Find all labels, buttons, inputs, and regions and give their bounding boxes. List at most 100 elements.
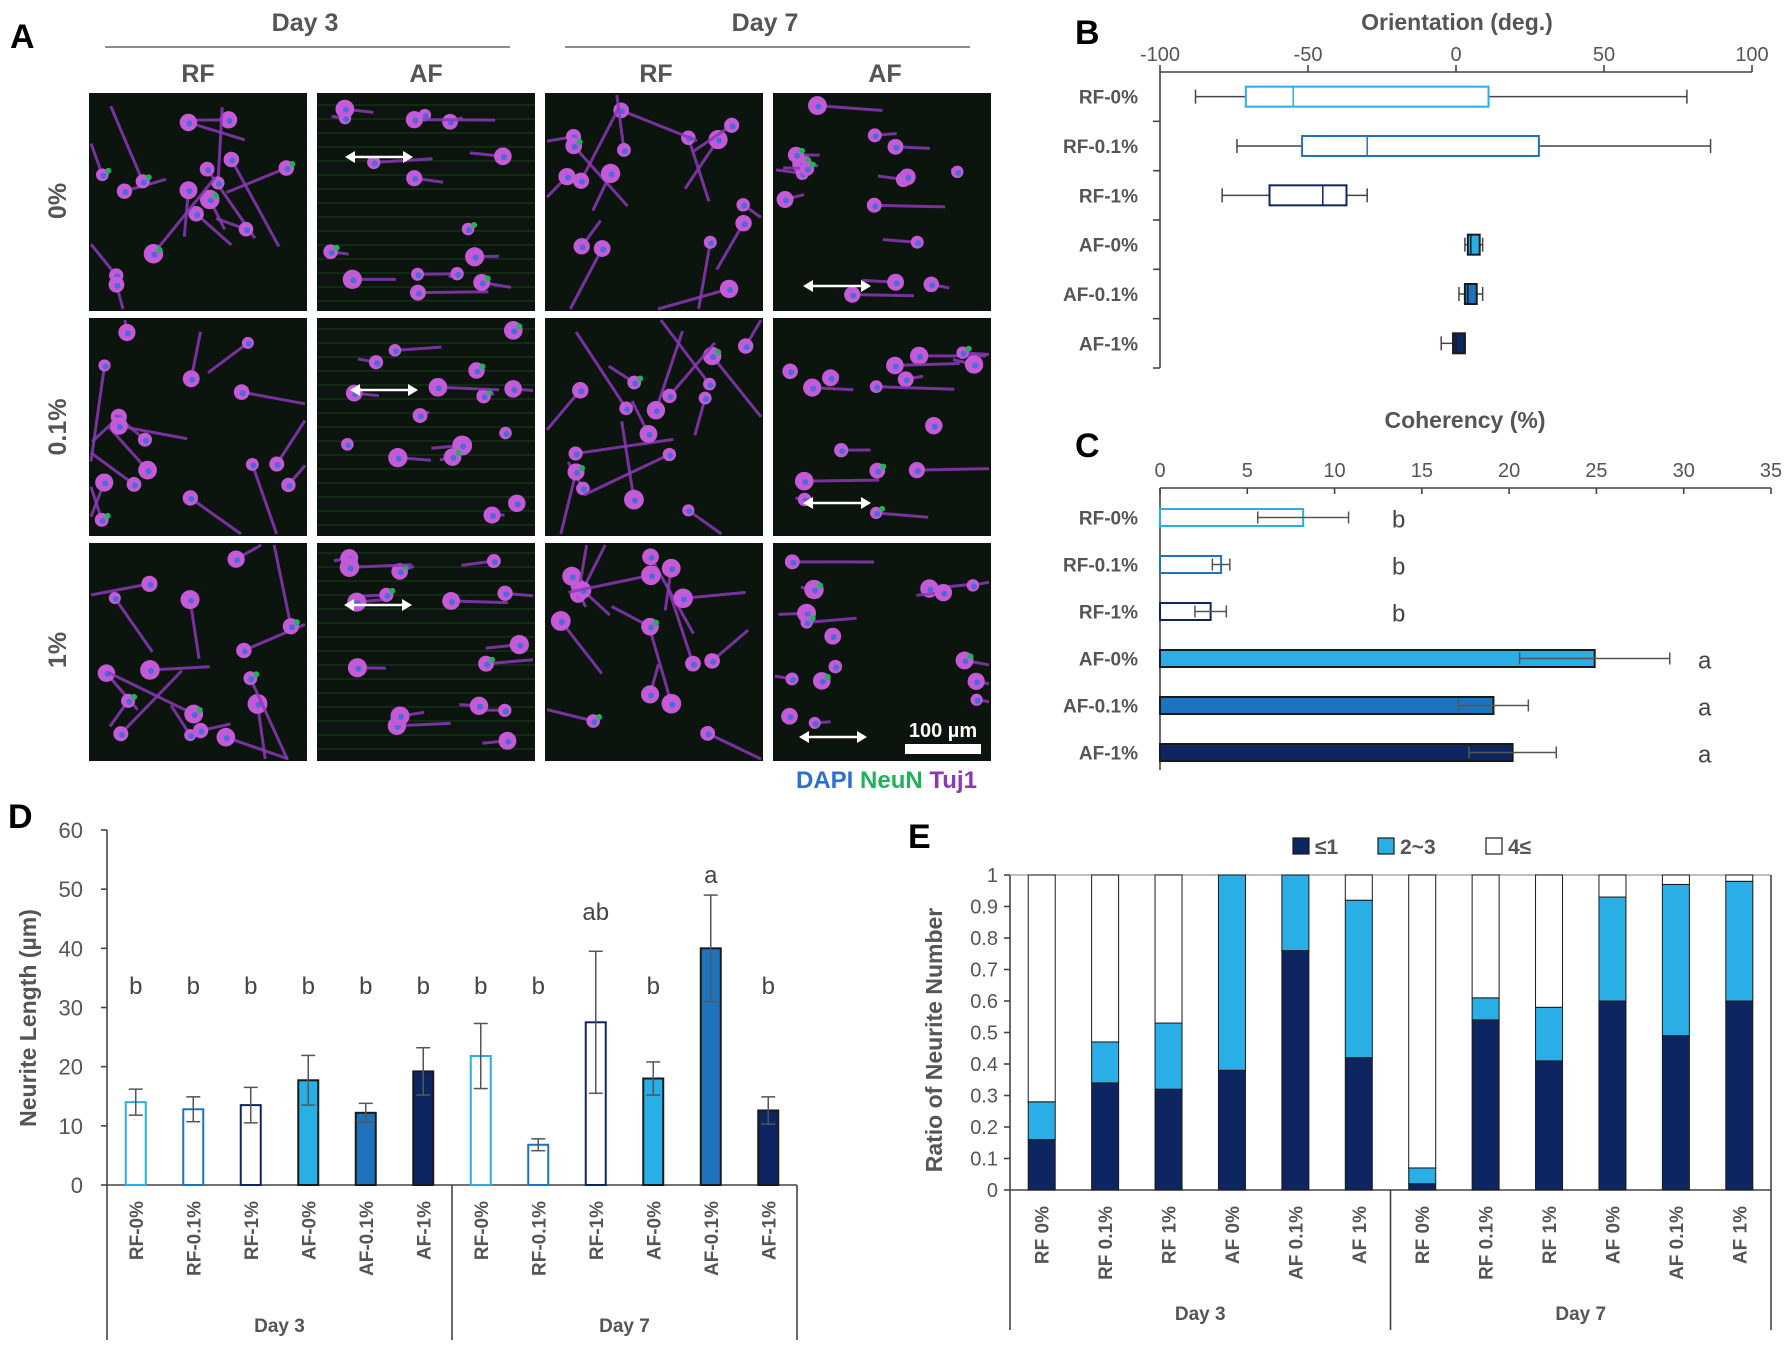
nucleus — [215, 180, 222, 187]
nucleus — [147, 581, 154, 588]
neurite-number-category-label: AF 0% — [1223, 1206, 1244, 1264]
nucleus — [188, 495, 195, 502]
nucleus — [974, 679, 981, 686]
neun-signal — [809, 161, 816, 168]
nucleus — [342, 107, 349, 114]
panel-b-orientation-chart: Orientation (deg.) -100 -50 0 50 100 RF-0% RF-… — [1063, 9, 1769, 369]
stack-segment-1 — [1535, 1060, 1564, 1191]
neurite — [230, 158, 281, 248]
neurite — [107, 426, 149, 472]
stack-segment-2 — [1154, 1022, 1183, 1090]
orientation-category-label: AF-0.1% — [1063, 285, 1138, 306]
neurite-length-bar-0: b — [124, 973, 147, 1186]
neurite-number-group-label: Day 3 — [1175, 1304, 1226, 1325]
stack-segment-3 — [1661, 874, 1690, 885]
nucleus — [490, 513, 497, 520]
iqr-box — [1466, 233, 1481, 256]
neun-signal — [105, 167, 112, 174]
significance-letter: b — [187, 973, 200, 1000]
alignment-arrow — [799, 731, 867, 743]
neurite — [806, 616, 857, 624]
nucleus — [186, 188, 193, 195]
nucleus — [716, 137, 723, 144]
nucleus — [579, 244, 586, 251]
alignment-arrow — [350, 384, 418, 396]
nucleus — [229, 157, 236, 164]
stack-segment-2 — [1281, 874, 1310, 952]
stack-segment-2 — [1344, 899, 1373, 1059]
neun-signal — [196, 707, 203, 714]
nucleus — [646, 431, 653, 438]
box-AF-0.1% — [1458, 283, 1484, 305]
nucleus — [580, 486, 587, 493]
significance-letter: a — [1698, 695, 1712, 722]
nucleus — [412, 176, 419, 183]
arrow-head-right — [861, 497, 871, 509]
arrow-head-left — [799, 731, 809, 743]
nucleus — [648, 554, 655, 561]
nucleus — [905, 174, 912, 181]
neun-signal — [455, 450, 462, 457]
micrograph-rf-day3-row1 — [89, 318, 307, 536]
neun-signal — [799, 147, 806, 154]
neurite-length-category-label: AF-0% — [644, 1201, 665, 1260]
nucleus — [517, 642, 524, 649]
nucleus — [503, 431, 510, 438]
nucleus — [569, 574, 576, 581]
nucleus — [579, 178, 586, 185]
nucleus — [600, 246, 607, 253]
nucleus — [455, 271, 462, 278]
significance-letter: b — [647, 973, 660, 1000]
coherency-category-label: AF-0.1% — [1063, 697, 1138, 718]
nucleus — [931, 423, 938, 430]
micrograph-af-day3-row1 — [317, 318, 535, 536]
nucleus — [284, 166, 291, 173]
day-3-header: Day 3 — [272, 9, 339, 37]
nucleus — [250, 462, 257, 469]
nucleus — [479, 280, 486, 287]
neurite-length-bar-10: a — [699, 862, 722, 1186]
nucleus — [500, 154, 507, 161]
neurite — [195, 212, 233, 247]
neurite — [852, 293, 915, 298]
neurite — [559, 471, 578, 535]
nucleus — [274, 462, 281, 469]
nucleus — [395, 455, 402, 462]
neurite — [711, 355, 763, 418]
neurite-length-y-tick-label: 20 — [59, 1055, 83, 1080]
stack-segment-3 — [1598, 874, 1627, 898]
micrograph-af-day7-row0 — [773, 93, 991, 311]
neun-signal — [715, 349, 722, 356]
neun-signal — [579, 464, 586, 471]
nucleus — [118, 731, 125, 738]
nucleus — [819, 678, 826, 685]
significance-letter: b — [359, 973, 372, 1000]
neurite — [615, 94, 626, 151]
neurite — [715, 222, 745, 271]
nucleus — [435, 385, 442, 392]
neurite-length-bar-7: b — [527, 973, 550, 1187]
coherency-category-label: AF-1% — [1079, 744, 1138, 765]
nucleus — [830, 634, 837, 641]
nucleus — [875, 468, 882, 475]
nucleus — [790, 676, 797, 683]
nucleus — [205, 167, 212, 174]
nucleus — [787, 714, 794, 721]
nucleus — [126, 698, 133, 705]
stacked-bar-2 — [1154, 874, 1183, 1191]
nucleus — [226, 117, 233, 124]
neurite-length-ylabel: Neurite Length (µm) — [15, 909, 41, 1127]
nucleus — [741, 221, 748, 228]
stack-segment-2 — [1217, 874, 1246, 1071]
neurite — [804, 478, 880, 483]
nucleus — [234, 557, 241, 564]
neurite — [90, 451, 135, 486]
panel-d-neurite-length-chart: Neurite Length (µm) 0 10 20 30 40 50 60 Day 3 Da… — [15, 818, 798, 1340]
stack-segment-1 — [1344, 1057, 1373, 1191]
nucleus — [288, 624, 295, 631]
nucleus — [972, 362, 979, 369]
neurite-number-category-label: RF 1% — [1540, 1206, 1561, 1264]
neurite — [572, 144, 629, 208]
nucleus — [565, 174, 572, 181]
nucleus — [145, 468, 152, 475]
